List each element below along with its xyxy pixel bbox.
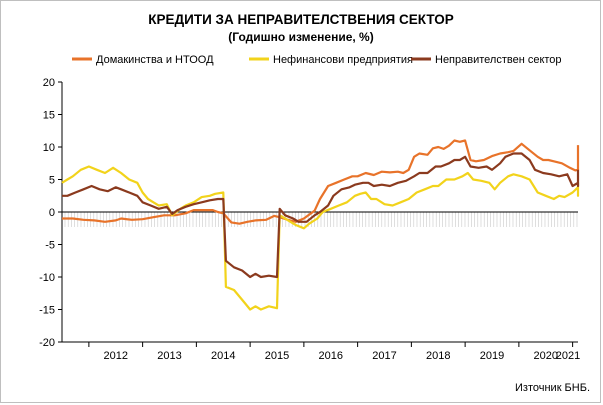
y-tick-label: 5 [49, 175, 55, 187]
x-tick-label: 2016 [319, 350, 343, 362]
y-tick-label: 20 [43, 77, 55, 89]
chart-subtitle: (Годишно изменение, %) [228, 30, 373, 44]
x-tick-label: 2014 [211, 350, 235, 362]
x-tick-label: 2020 [534, 350, 558, 362]
legend-label: Неправителствен сектор [435, 54, 562, 66]
series-line [62, 152, 580, 279]
x-tick-label: 2018 [426, 350, 450, 362]
y-tick-label: -15 [39, 305, 55, 317]
series-line [62, 139, 580, 225]
legend-label: Домакинства и НТООД [96, 54, 214, 66]
legend-label: Нефинансови предприятия [273, 54, 413, 66]
x-tick-label: 2012 [104, 350, 128, 362]
chart-series [61, 139, 580, 311]
x-tick-label: 2013 [157, 350, 181, 362]
y-tick-label: -20 [39, 337, 55, 349]
x-tick-label: 2017 [372, 350, 396, 362]
x-tick-label: 2015 [265, 350, 289, 362]
chart-legend: Домакинства и НТООД Нефинансови предприят… [72, 54, 562, 66]
series-line [61, 165, 580, 311]
y-tick-label: -10 [39, 272, 55, 284]
y-tick-label: 0 [49, 207, 55, 219]
x-tick-label: 2019 [480, 350, 504, 362]
chart-title: КРЕДИТИ ЗА НЕПРАВИТЕЛСТВЕНИЯ СЕКТОР [148, 12, 454, 27]
y-tick-label: 15 [43, 110, 55, 122]
y-tick-label: 10 [43, 142, 55, 154]
y-tick-label: -5 [45, 240, 55, 252]
chart-source: Източник БНБ. [515, 382, 590, 394]
x-tick-label: 2021 [556, 350, 580, 362]
